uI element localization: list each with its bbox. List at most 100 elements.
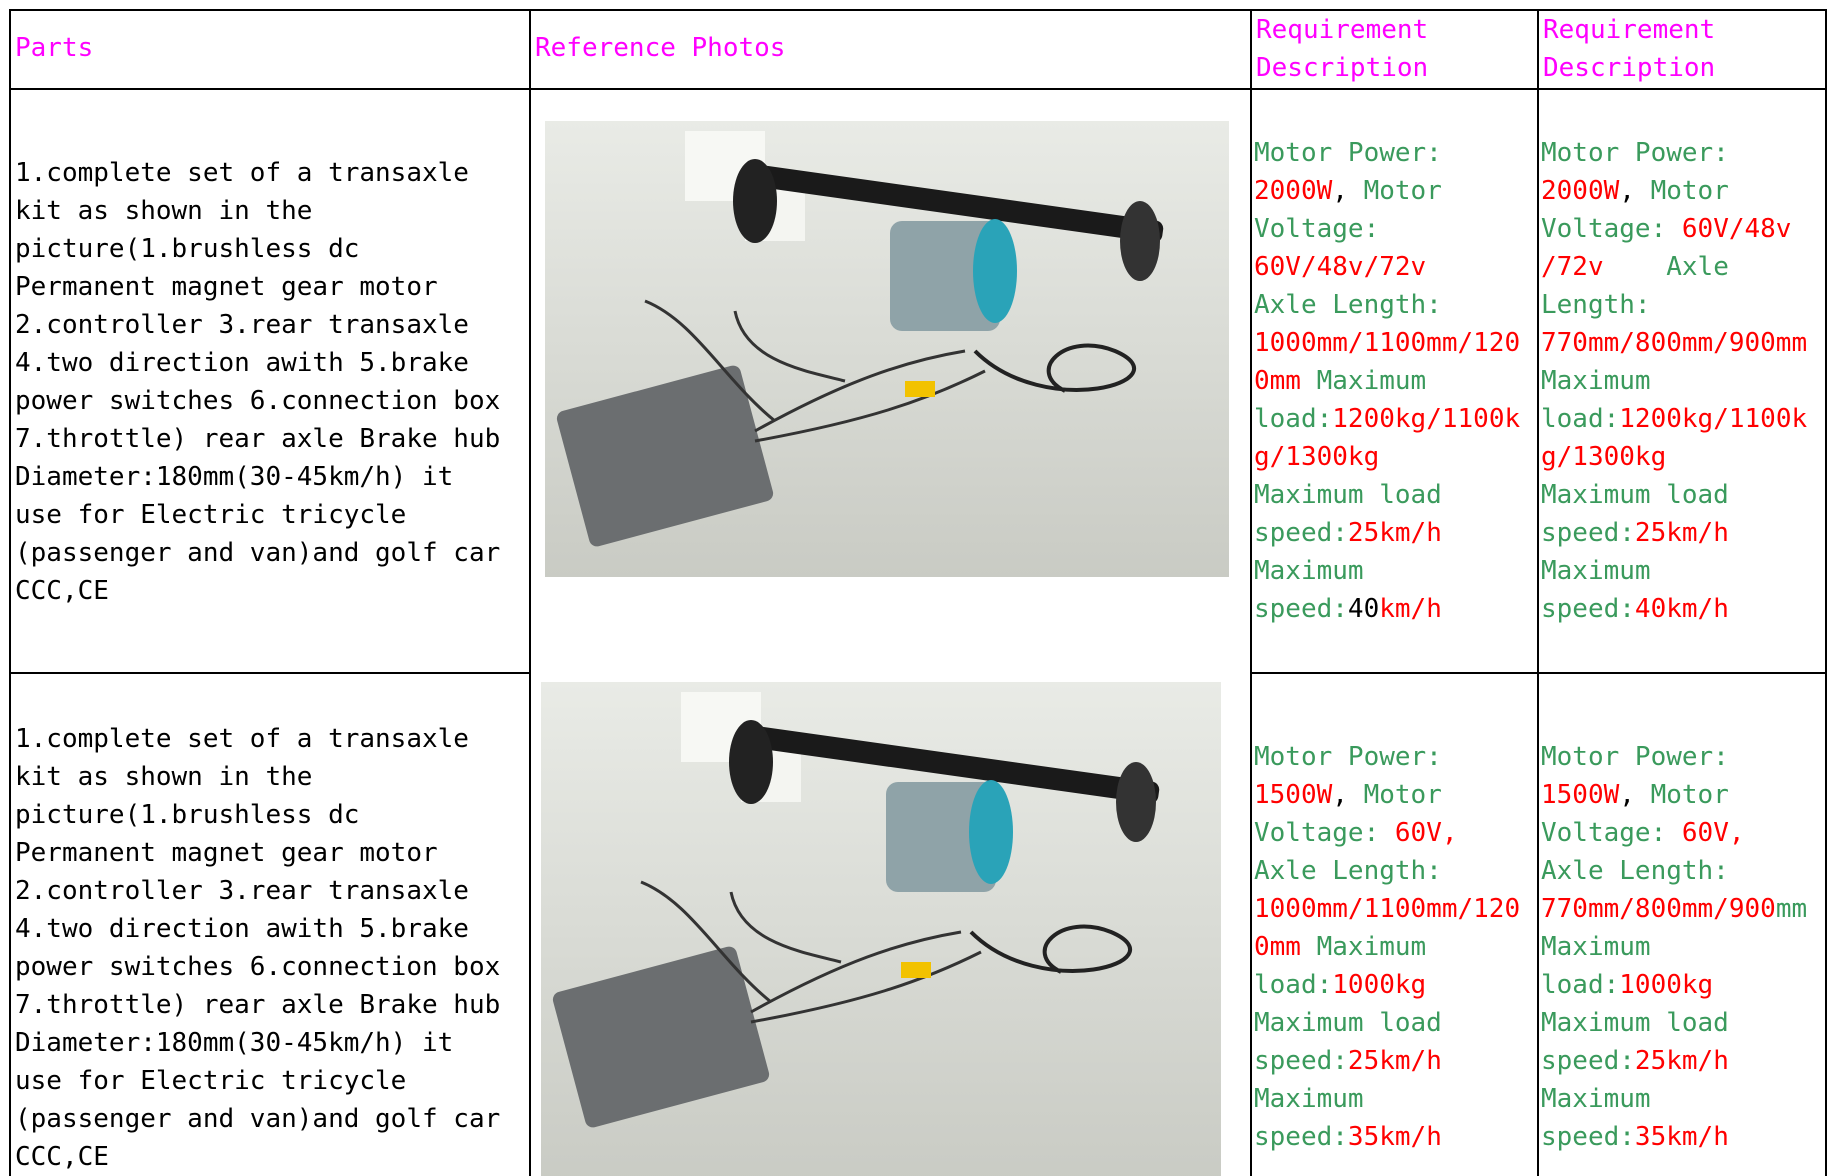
requirement-line: load:1000kg: [1539, 966, 1825, 1004]
requirement-line: Maximum load: [1539, 1004, 1825, 1042]
requirement-text: 1000mm/1100mm/120: [1254, 894, 1521, 924]
requirement-text: 60V/48v/72v: [1254, 252, 1427, 282]
requirement-text: Motor: [1650, 780, 1729, 810]
parts-text: Diameter:180mm(30-45km/h) it: [15, 462, 454, 492]
requirement-line: Maximum load: [1252, 476, 1537, 514]
requirement-text: Voltage:: [1541, 214, 1682, 244]
requirement-text: Maximum: [1254, 556, 1364, 586]
parts-text: kit as shown in the: [15, 762, 313, 792]
requirement-text: ,: [1619, 780, 1651, 810]
requirement-text: 40: [1347, 594, 1380, 624]
requirement-line: 770mm/800mm/900mm: [1539, 324, 1825, 362]
requirement-line: speed:25km/h: [1539, 514, 1825, 552]
requirement-text: 1500W: [1254, 780, 1333, 810]
requirement-text: speed:: [1541, 1122, 1635, 1152]
requirement-text: g/1300kg: [1254, 442, 1380, 472]
requirement-text: mm: [1775, 894, 1808, 924]
requirement-cell: Motor Power: 1500W, Motor Voltage: 60V, Axl…: [1250, 672, 1539, 1176]
parts-text: 4.two direction awith 5.brake: [15, 348, 469, 378]
parts-text: 1.complete set of a transaxle: [15, 724, 469, 754]
parts-text: power switches 6.connection box: [15, 952, 501, 982]
requirement-line: Maximum: [1539, 928, 1825, 966]
requirement-text: Maximum load: [1254, 480, 1442, 510]
parts-text: Permanent magnet gear motor: [15, 272, 438, 302]
requirement-line: 2000W, Motor: [1252, 172, 1537, 210]
parts-text: kit as shown in the: [15, 196, 313, 226]
requirement-line: 0mm Maximum: [1252, 928, 1537, 966]
requirement-line: Voltage: 60V,: [1539, 814, 1825, 852]
header-text: Parts: [15, 33, 94, 63]
requirement-text: 25km/h: [1347, 518, 1442, 548]
header-cell: Requirement Description: [1250, 9, 1539, 90]
requirement-cell: Motor Power: 2000W, Motor Voltage: 60V/48v/…: [1250, 88, 1539, 674]
requirement-text: Maximum: [1541, 556, 1651, 586]
parts-text: picture(1.brushless dc: [15, 234, 360, 264]
requirement-text: speed:: [1254, 1122, 1348, 1152]
parts-text: CCC,CE: [15, 576, 109, 606]
requirement-text: 25km/h: [1347, 1046, 1442, 1076]
requirement-text: Maximum: [1300, 932, 1427, 962]
requirement-text: 40km/h: [1634, 594, 1729, 624]
requirement-text: Motor Power:: [1254, 138, 1442, 168]
parts-text: 7.throttle) rear axle Brake hub: [15, 424, 501, 454]
parts-text: use for Electric tricycle: [15, 500, 407, 530]
parts-text: Diameter:180mm(30-45km/h) it: [15, 1028, 454, 1058]
requirement-line: g/1300kg: [1252, 438, 1537, 476]
requirement-text: ,: [1619, 176, 1651, 206]
parts-text: CCC,CE: [15, 1142, 109, 1172]
requirement-line: 1500W, Motor: [1539, 776, 1825, 814]
requirement-text: 2000W: [1254, 176, 1333, 206]
requirement-text: speed:: [1254, 518, 1348, 548]
requirement-text: speed:: [1541, 518, 1635, 548]
requirement-text: Maximum load: [1541, 480, 1729, 510]
requirement-text: /72v: [1541, 252, 1604, 282]
requirement-line: speed:40km/h: [1539, 590, 1825, 628]
parts-text: (passenger and van)and golf car: [15, 538, 501, 568]
header-text: Reference Photos: [535, 33, 786, 63]
requirement-text: Maximum: [1254, 1084, 1364, 1114]
parts-cell: 1.complete set of a transaxle kit as show…: [9, 88, 531, 674]
requirement-line: /72v Axle: [1539, 248, 1825, 286]
parts-text: use for Electric tricycle: [15, 1066, 407, 1096]
requirement-text: speed:: [1254, 594, 1348, 624]
requirement-text: speed:: [1541, 1046, 1635, 1076]
requirement-text: 1000mm/1100mm/120: [1254, 328, 1521, 358]
requirement-text: speed:: [1541, 594, 1635, 624]
requirement-text: Maximum: [1541, 366, 1651, 396]
header-text: Description: [1543, 53, 1716, 83]
requirement-line: Motor Power:: [1252, 134, 1537, 172]
parts-text: 2.controller 3.rear transaxle: [15, 310, 469, 340]
requirement-cell: Motor Power: 1500W, Motor Voltage: 60V, Axl…: [1537, 672, 1827, 1176]
requirement-line: Axle Length:: [1252, 286, 1537, 324]
requirement-text: Motor: [1650, 176, 1729, 206]
requirement-text: Axle Length:: [1254, 290, 1442, 320]
requirement-line: 1000mm/1100mm/120: [1252, 324, 1537, 362]
requirement-line: 1500W, Motor: [1252, 776, 1537, 814]
requirement-line: Maximum: [1252, 1080, 1537, 1118]
requirement-text: 0mm: [1254, 932, 1301, 962]
requirement-text: Length:: [1541, 290, 1651, 320]
requirement-line: Maximum load: [1252, 1004, 1537, 1042]
requirement-line: 1000mm/1100mm/120: [1252, 890, 1537, 928]
parts-cell: 1.complete set of a transaxle kit as show…: [9, 672, 531, 1176]
parts-text: (passenger and van)and golf car: [15, 1104, 501, 1134]
requirement-text: 25km/h: [1634, 1046, 1729, 1076]
requirement-line: speed:25km/h: [1252, 1042, 1537, 1080]
requirement-line: speed:25km/h: [1539, 1042, 1825, 1080]
requirement-text: Maximum: [1300, 366, 1427, 396]
requirement-text: ,: [1332, 780, 1364, 810]
requirement-text: ,: [1332, 176, 1364, 206]
requirement-text: Motor: [1363, 176, 1442, 206]
photo: [541, 682, 1221, 1176]
requirement-text: Motor Power:: [1541, 138, 1729, 168]
requirement-line: 770mm/800mm/900mm: [1539, 890, 1825, 928]
parts-text: 7.throttle) rear axle Brake hub: [15, 990, 501, 1020]
requirement-line: load:1200kg/1100k: [1252, 400, 1537, 438]
requirement-text: Axle Length:: [1254, 856, 1442, 886]
requirement-line: Length:: [1539, 286, 1825, 324]
requirement-text: speed:: [1254, 1046, 1348, 1076]
requirement-line: speed:25km/h: [1252, 514, 1537, 552]
requirement-text: 60V,: [1681, 818, 1745, 848]
requirement-line: Maximum: [1539, 552, 1825, 590]
requirement-text: Voltage:: [1541, 818, 1682, 848]
